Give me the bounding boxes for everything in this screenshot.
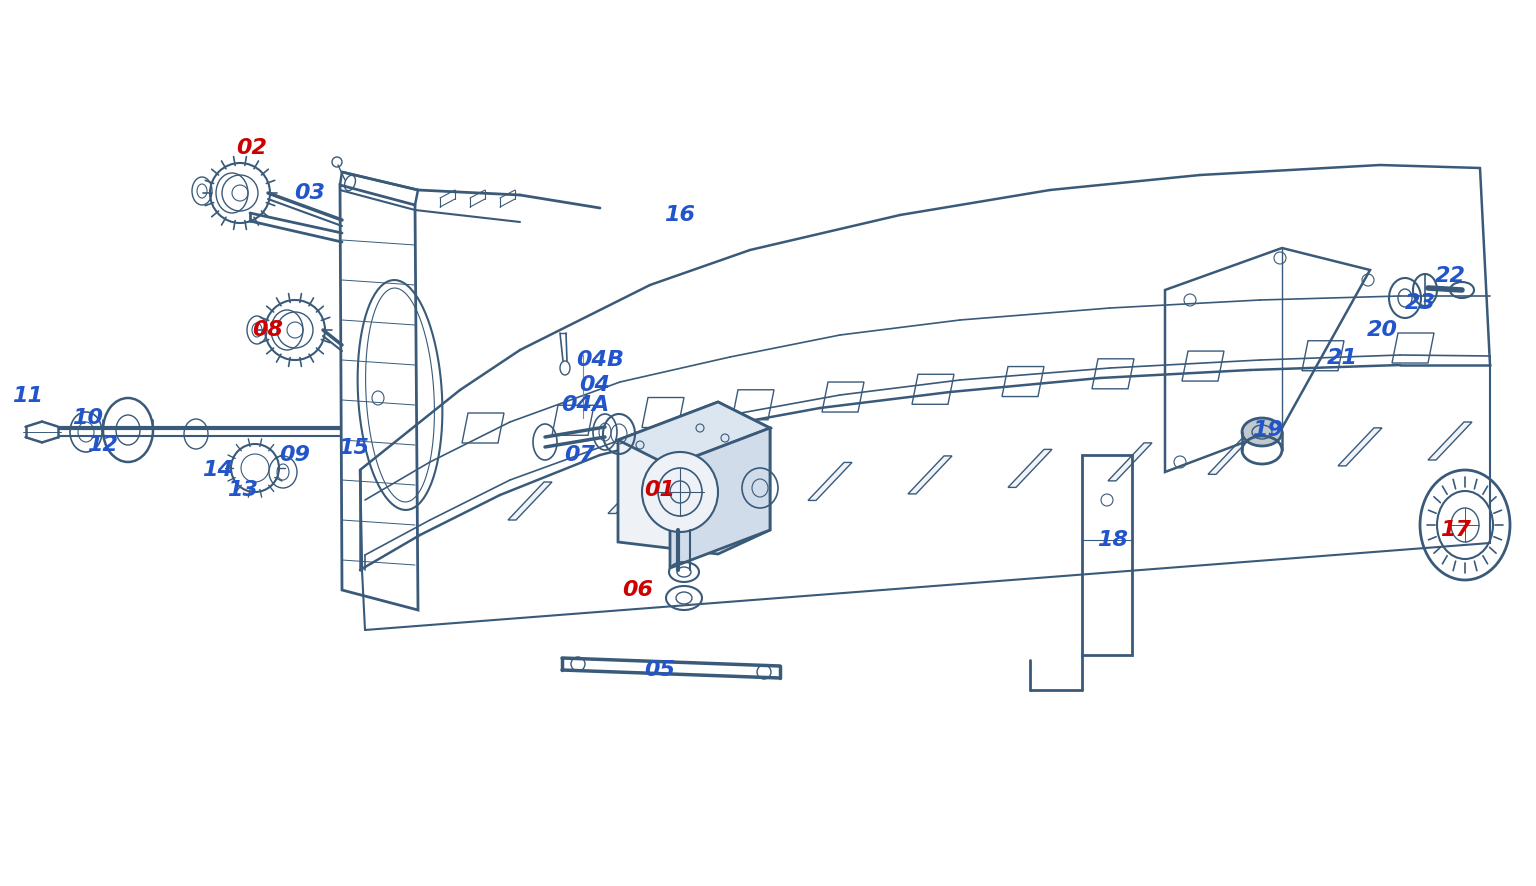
- Polygon shape: [670, 428, 770, 568]
- Text: 01: 01: [645, 480, 676, 500]
- Text: 15: 15: [338, 438, 370, 458]
- Text: 21: 21: [1327, 348, 1358, 368]
- Polygon shape: [1008, 449, 1052, 487]
- Text: 04B: 04B: [576, 350, 624, 370]
- Text: 07: 07: [565, 445, 596, 465]
- Polygon shape: [617, 402, 770, 554]
- Text: 20: 20: [1367, 320, 1398, 340]
- Polygon shape: [1338, 428, 1382, 466]
- Text: 17: 17: [1441, 520, 1471, 540]
- Polygon shape: [808, 462, 852, 501]
- Text: 04: 04: [579, 375, 610, 395]
- Text: 19: 19: [1252, 420, 1284, 440]
- Polygon shape: [908, 456, 952, 494]
- Text: 09: 09: [280, 445, 310, 465]
- Polygon shape: [708, 469, 753, 507]
- Text: 18: 18: [1098, 530, 1129, 550]
- Polygon shape: [1107, 443, 1152, 481]
- Polygon shape: [617, 402, 770, 466]
- Text: 03: 03: [295, 183, 326, 203]
- Text: 16: 16: [665, 205, 696, 225]
- Text: 05: 05: [645, 660, 676, 680]
- Text: 13: 13: [227, 480, 258, 500]
- Text: 23: 23: [1404, 293, 1436, 313]
- Polygon shape: [1207, 436, 1252, 474]
- Polygon shape: [608, 476, 651, 514]
- Text: 12: 12: [88, 435, 118, 455]
- Text: 06: 06: [622, 580, 653, 600]
- Text: 11: 11: [12, 386, 43, 406]
- Polygon shape: [508, 482, 551, 520]
- Text: 22: 22: [1435, 266, 1465, 286]
- Ellipse shape: [1243, 418, 1283, 446]
- Text: 10: 10: [72, 408, 103, 428]
- Polygon shape: [1428, 422, 1471, 460]
- Ellipse shape: [642, 452, 717, 532]
- Text: 08: 08: [252, 320, 284, 340]
- Text: 02: 02: [237, 138, 267, 158]
- Text: 14: 14: [203, 460, 233, 480]
- Text: 04A: 04A: [561, 395, 610, 415]
